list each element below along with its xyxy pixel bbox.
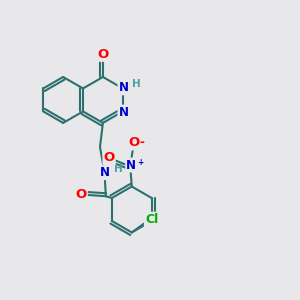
Text: -: -: [140, 136, 145, 149]
Text: Cl: Cl: [145, 213, 158, 226]
Text: O: O: [97, 48, 109, 61]
Text: +: +: [137, 158, 143, 167]
Text: N: N: [100, 166, 110, 179]
Text: N: N: [118, 106, 128, 118]
Text: H: H: [114, 164, 123, 174]
Text: H: H: [132, 79, 140, 89]
Text: N: N: [118, 81, 128, 94]
Text: O: O: [76, 188, 87, 201]
Text: N: N: [126, 158, 136, 172]
Text: O: O: [128, 136, 140, 149]
Text: O: O: [103, 151, 115, 164]
